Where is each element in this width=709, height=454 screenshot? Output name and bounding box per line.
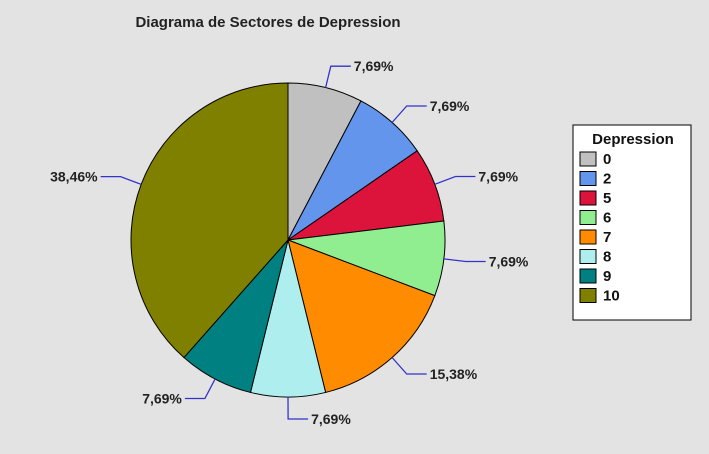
percent-label-6: 7,69% [489, 254, 529, 270]
percent-label-9: 7,69% [142, 391, 182, 407]
percent-labels: 7,69% 7,69% 7,69% 7,69% 15,38% 7,69% 7,69% 38,4… [50, 58, 529, 427]
leader-line-7 [391, 357, 427, 375]
legend-label-5: 5 [603, 190, 611, 207]
pie-slice-7 [287, 239, 436, 394]
percent-label-7: 15,38% [430, 366, 478, 382]
pie-slice-10 [130, 82, 289, 359]
legend-swatch-0 [579, 151, 597, 167]
legend-swatch-8 [579, 249, 597, 264]
leader-line-9 [184, 378, 216, 400]
leader-line-10 [100, 175, 142, 186]
legend-label-10: 10 [603, 288, 620, 305]
chart-title: Diagrama de Sectores de Depression [135, 14, 400, 31]
leader-line-5 [434, 175, 476, 185]
legend-label-8: 8 [603, 249, 611, 266]
legend: Depression 0 2 5 6 7 8 9 10 [572, 124, 692, 321]
legend-items: 0 2 5 6 7 8 9 10 [579, 151, 620, 305]
leader-line-8 [287, 396, 309, 420]
percent-label-8: 7,69% [311, 411, 351, 427]
legend-label-0: 0 [603, 151, 611, 168]
leader-line-2 [391, 105, 427, 123]
percent-label-0: 7,69% [354, 58, 394, 74]
pie-slices [130, 82, 446, 398]
percent-label-2: 7,69% [430, 98, 470, 114]
legend-label-2: 2 [603, 171, 611, 188]
legend-swatch-7 [579, 229, 597, 245]
legend-swatch-5 [579, 190, 597, 206]
legend-label-9: 9 [603, 268, 611, 285]
legend-swatch-2 [579, 171, 597, 186]
legend-label-6: 6 [603, 210, 611, 227]
percent-label-10: 38,46% [50, 169, 98, 185]
legend-swatch-10 [579, 288, 597, 303]
legend-title: Depression [592, 131, 674, 148]
legend-swatch-9 [579, 268, 597, 284]
legend-label-7: 7 [603, 229, 611, 246]
leader-line-6 [443, 258, 486, 263]
leader-line-0 [324, 65, 351, 88]
percent-label-5: 7,69% [478, 169, 518, 185]
label-leader-lines [100, 65, 486, 420]
legend-swatch-6 [579, 210, 597, 225]
